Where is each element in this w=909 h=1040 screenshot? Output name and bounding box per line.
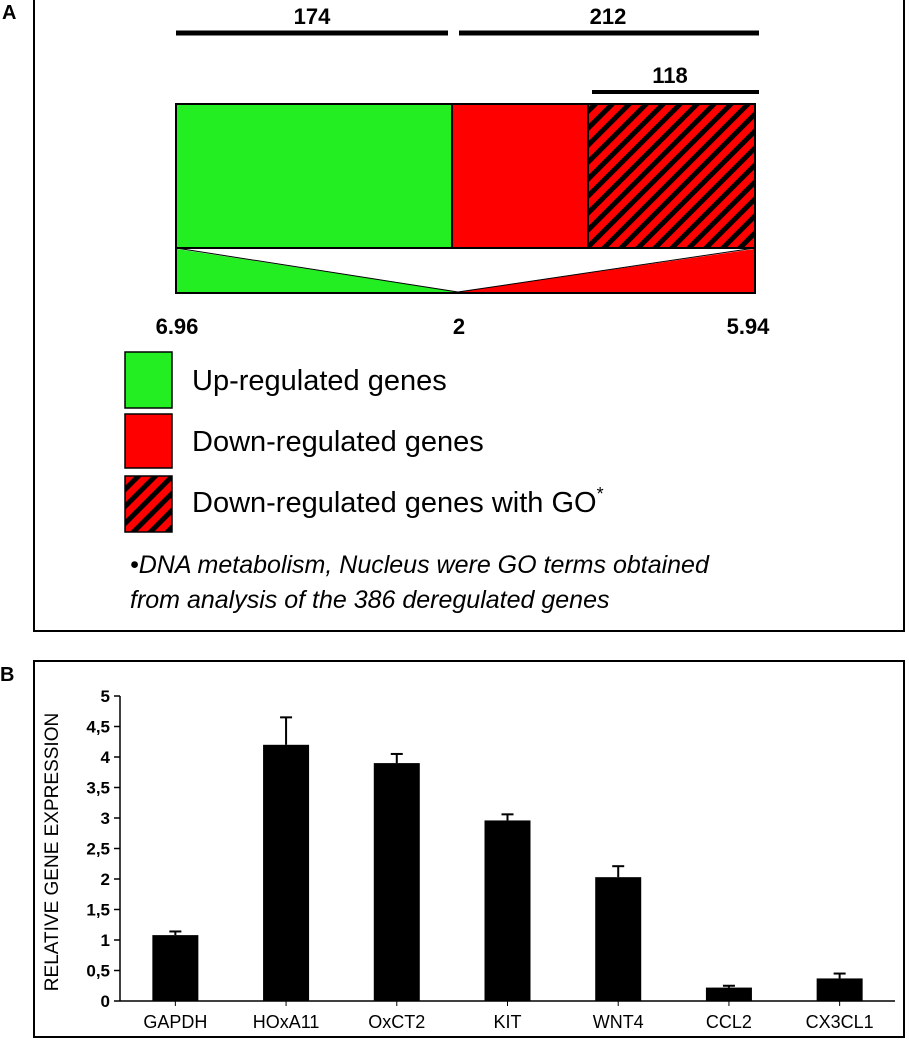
y-tick-label: 1	[101, 931, 110, 950]
bottom-value-mid: 2	[453, 314, 465, 339]
y-tick-label: 3,5	[86, 779, 110, 798]
legend-swatch-up	[124, 351, 173, 409]
footnote-line-1: •DNA metabolism, Nucleus were GO terms o…	[130, 551, 710, 579]
x-tick-label: OxCT2	[368, 1012, 425, 1032]
segment-down-go	[587, 103, 756, 249]
x-tick-label: WNT4	[593, 1012, 644, 1032]
wedge-edge-left	[175, 247, 459, 293]
legend-swatch-down-go	[124, 475, 173, 533]
panel-b-letter: B	[0, 664, 15, 686]
bottom-value-right: 5.94	[727, 314, 771, 339]
x-tick-label: HOxA11	[253, 1012, 320, 1032]
y-axis-label: RELATIVE GENE EXPRESSION	[42, 713, 63, 991]
wedge-edge-right	[457, 247, 756, 293]
panel-a-letter: A	[2, 2, 17, 24]
legend-swatch-down	[124, 413, 173, 469]
bar-hoxa11	[263, 744, 310, 1001]
bar-ccl2	[705, 987, 752, 1001]
y-tick-label: 0	[101, 992, 110, 1011]
y-tick-label: 5	[101, 687, 110, 706]
chart-axes: 0 0,5 1 1,5 2 2,5 3 3,5 4 4,5 5	[86, 687, 895, 1011]
bracket-label-go: 118	[652, 63, 688, 88]
panel-b-frame	[33, 660, 905, 1038]
bracket-label-down: 212	[590, 4, 627, 29]
y-tick-label: 4,5	[86, 718, 110, 737]
bar-kit	[484, 820, 531, 1001]
bracket-label-up: 174	[294, 4, 331, 29]
bar-chart: 0 0,5 1 1,5 2 2,5 3 3,5 4 4,5 5 GAPDH HOxA11 OxCT2 KI…	[42, 687, 895, 1032]
bar-gapdh	[152, 935, 199, 1001]
chart-bars: GAPDH HOxA11 OxCT2 KIT WNT4 CCL2 CX3CL1	[143, 716, 874, 1032]
panel-a-frame	[33, 0, 905, 632]
bar-wnt4	[595, 877, 642, 1001]
y-tick-label: 0,5	[86, 962, 110, 981]
y-tick-label: 2	[101, 870, 110, 889]
legend-label-down: Down-regulated genes	[192, 426, 484, 458]
y-tick-label: 3	[101, 809, 110, 828]
segment-up	[175, 103, 453, 249]
legend-label-down-go: Down-regulated genes with GO*	[192, 484, 604, 519]
legend-label-up: Up-regulated genes	[192, 365, 447, 397]
x-tick-label: CCL2	[706, 1012, 752, 1032]
segment-down	[451, 103, 589, 249]
y-tick-label: 4	[101, 748, 111, 767]
y-tick-label: 1,5	[86, 901, 110, 920]
bottom-value-left: 6.96	[156, 314, 199, 339]
bar-cx3cl1	[816, 978, 863, 1001]
footnote-line-2: from analysis of the 386 deregulated gen…	[130, 586, 609, 614]
x-tick-label: GAPDH	[143, 1012, 207, 1032]
x-tick-label: KIT	[493, 1012, 521, 1032]
x-tick-label: CX3CL1	[806, 1012, 874, 1032]
panel-a-diagram: 174 212 118 6.96 2 5.94 Up-regulated gen…	[124, 4, 771, 614]
bar-oxct2	[373, 763, 420, 1001]
y-tick-label: 2,5	[86, 840, 110, 859]
